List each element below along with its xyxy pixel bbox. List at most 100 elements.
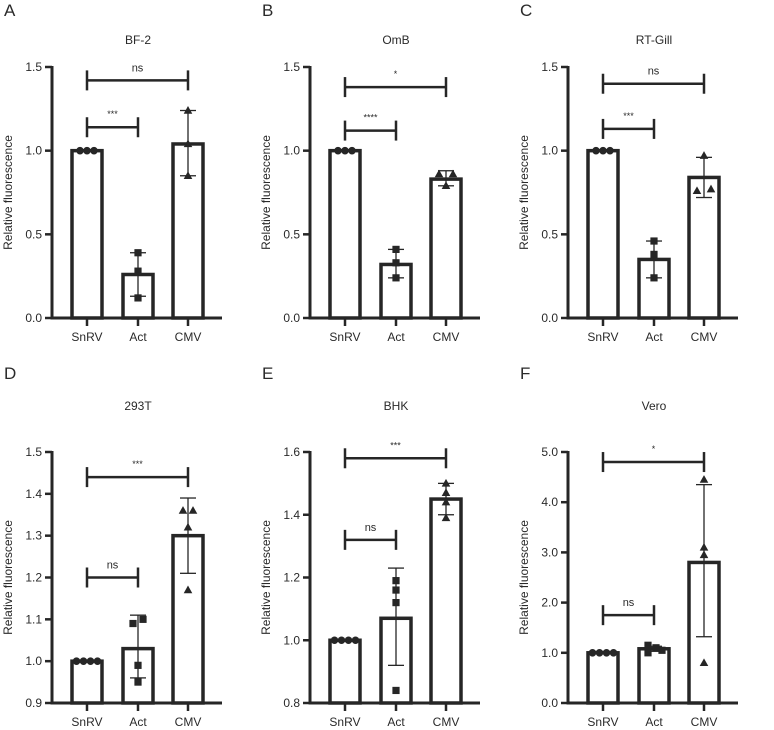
significance-label: ns <box>648 66 660 78</box>
y-tick-label: 0.0 <box>283 311 300 325</box>
significance-label: *** <box>390 440 401 450</box>
x-tick-label: SnRV <box>329 330 360 344</box>
bar-cmv <box>429 177 463 320</box>
data-point <box>706 184 716 193</box>
y-tick-label: 1.0 <box>541 144 558 158</box>
y-tick-label: 1.5 <box>25 60 42 74</box>
significance-label: * <box>652 444 656 454</box>
data-point <box>595 649 604 657</box>
x-tick-label: CMV <box>175 715 202 729</box>
data-point <box>83 146 91 155</box>
y-axis-title: Relative fluorescence <box>259 520 273 635</box>
data-point <box>183 106 193 114</box>
y-tick-label: 0.0 <box>25 311 42 325</box>
y-tick-label: 1.0 <box>541 646 558 660</box>
data-point <box>183 585 193 594</box>
data-point <box>448 169 458 178</box>
y-axis-title: Relative fluorescence <box>517 135 531 250</box>
x-tick-label: SnRV <box>71 330 102 344</box>
y-tick-label: 5.0 <box>541 445 558 459</box>
data-point <box>129 619 137 628</box>
x-tick-label: Act <box>129 330 147 344</box>
data-point <box>441 497 451 506</box>
data-point <box>441 513 451 522</box>
panel-e: E BHK Relative fluorescence 0.8 1.0 1.2 1.4 1.6… <box>259 364 480 729</box>
bar-cmv <box>429 497 463 705</box>
y-tick-label: 0.5 <box>25 227 42 241</box>
data-point <box>441 478 451 487</box>
data-point <box>90 146 98 155</box>
panel-letter: A <box>4 1 16 20</box>
data-point <box>658 646 666 654</box>
data-point <box>699 475 709 483</box>
x-tick-label: Act <box>645 330 663 344</box>
data-point <box>134 267 142 275</box>
x-tick-label: SnRV <box>587 715 618 729</box>
significance-label: *** <box>132 459 143 469</box>
chart-title: 293T <box>124 399 152 413</box>
y-tick-label: 1.5 <box>283 60 300 74</box>
data-point <box>183 522 193 531</box>
y-tick-label: 1.4 <box>25 487 42 501</box>
data-point <box>644 649 652 657</box>
x-tick-label: CMV <box>175 330 202 344</box>
chart-title: BF-2 <box>125 33 151 47</box>
data-point <box>86 657 95 665</box>
data-point <box>334 146 342 155</box>
x-tick-label: Act <box>387 715 405 729</box>
y-tick-label: 2.0 <box>541 596 558 610</box>
bar-snrv <box>328 638 362 705</box>
bar-snrv <box>586 148 620 320</box>
significance-label: **** <box>363 113 378 123</box>
panel-letter: E <box>262 364 273 383</box>
bar-snrv <box>586 651 620 705</box>
significance-label: * <box>394 69 398 79</box>
x-tick-label: Act <box>129 715 147 729</box>
x-tick-label: CMV <box>691 330 718 344</box>
y-tick-label: 1.0 <box>25 654 42 668</box>
data-point <box>392 686 400 695</box>
significance-label: *** <box>107 109 118 119</box>
data-point <box>434 169 444 178</box>
x-tick-label: CMV <box>691 715 718 729</box>
data-point <box>699 542 709 551</box>
data-point <box>134 678 142 686</box>
data-point <box>139 615 147 623</box>
y-tick-label: 0.0 <box>541 311 558 325</box>
data-point <box>392 577 400 585</box>
panel-letter: D <box>4 364 16 383</box>
significance-label: ns <box>365 522 377 534</box>
bar-act <box>637 647 671 705</box>
y-tick-label: 1.0 <box>283 633 300 647</box>
data-point <box>72 657 81 665</box>
data-point <box>330 636 339 645</box>
bar-snrv <box>70 148 104 320</box>
data-point <box>650 237 658 245</box>
y-axis-title: Relative fluorescence <box>1 135 15 250</box>
data-point <box>93 657 102 665</box>
data-point <box>650 250 658 259</box>
chart-title: Vero <box>642 399 667 413</box>
y-tick-label: 1.1 <box>25 612 42 626</box>
y-tick-label: 1.0 <box>25 144 42 158</box>
bar-snrv <box>328 148 362 320</box>
y-tick-label: 1.2 <box>25 571 42 585</box>
data-point <box>392 245 400 253</box>
data-point <box>652 644 660 652</box>
data-point <box>178 506 188 514</box>
data-point <box>699 151 709 159</box>
data-point <box>644 641 652 649</box>
x-tick-label: CMV <box>433 715 460 729</box>
y-tick-label: 1.6 <box>283 445 300 459</box>
x-tick-label: Act <box>645 715 663 729</box>
data-point <box>392 586 400 594</box>
panel-letter: B <box>262 1 273 20</box>
panel-f: F Vero Relative fluorescence 0.0 1.0 2.0 3.0 4.… <box>517 364 738 729</box>
y-tick-label: 1.5 <box>25 445 42 459</box>
panel-d: D 293T Relative fluorescence 0.9 1.0 1.1 1.2 1.… <box>1 364 222 729</box>
chart-title: OmB <box>382 33 409 47</box>
y-tick-label: 1.4 <box>283 508 300 522</box>
chart-title: RT-Gill <box>636 33 672 47</box>
data-point <box>606 146 614 155</box>
